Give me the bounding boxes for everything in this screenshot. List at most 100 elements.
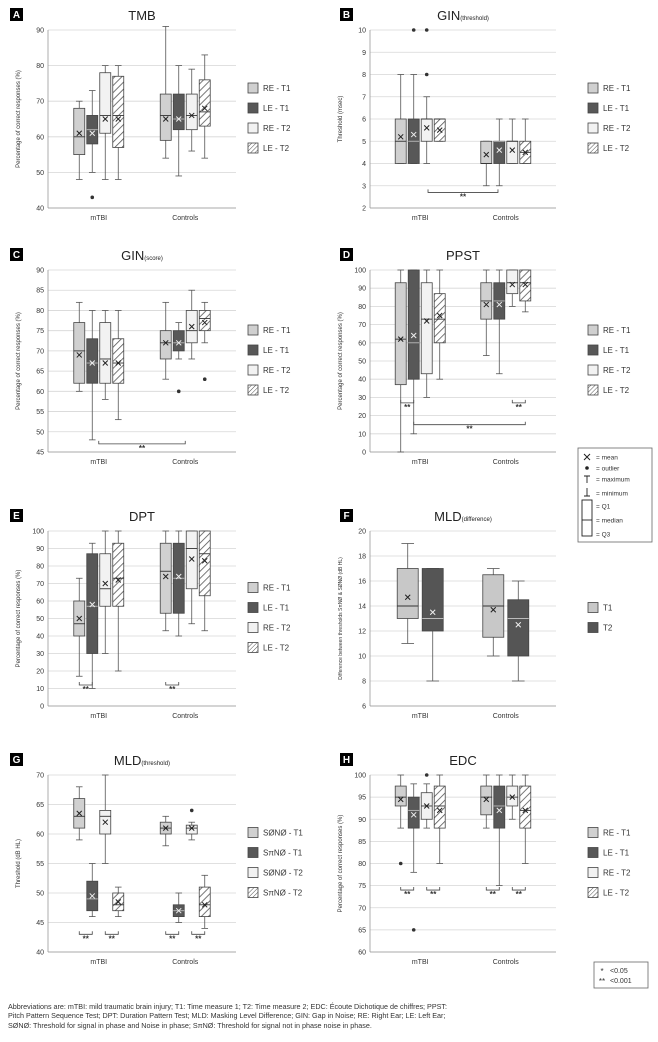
panel-d: D PPST 0 10 20 30 40 50 60 70 80 90 100 Percentage of… [338, 248, 631, 466]
legend-label: RE - T2 [603, 366, 631, 375]
y-axis-label: Threshold (dB HL) [16, 839, 22, 888]
panel-e: E DPT 0 10 20 30 40 50 60 70 80 90 100 Percentage of … [10, 509, 291, 720]
significance-label: ** [404, 890, 411, 899]
mean-marker [397, 133, 404, 140]
legend-label: RE - T2 [263, 624, 291, 633]
footnote-line: Pitch Pattern Sequence Test; DPT: Durati… [8, 1011, 446, 1021]
legend-swatch [247, 827, 259, 838]
mean-marker [76, 615, 83, 622]
legend-swatch [247, 887, 259, 898]
outlier-point [411, 928, 416, 932]
sig-marker-single: * [600, 967, 603, 976]
y-tick-label: 60 [36, 599, 44, 606]
box-iqr [159, 93, 172, 141]
box-1 [172, 322, 185, 394]
panel-letter: F [343, 511, 349, 522]
box-0 [73, 786, 86, 841]
significance-bracket [78, 931, 93, 935]
box-2 [420, 773, 433, 829]
box-1 [421, 568, 444, 682]
y-tick-label: 100 [354, 773, 366, 780]
box-1 [493, 269, 506, 375]
box-iqr [198, 79, 211, 127]
box-iqr [433, 293, 446, 344]
box-2 [420, 269, 433, 398]
box-2 [420, 28, 433, 164]
sig-marker-double: ** [599, 977, 605, 986]
box-1 [172, 892, 185, 923]
mean-marker [436, 127, 443, 133]
mean-marker [423, 318, 430, 324]
x-group-label: Controls [493, 215, 520, 222]
y-tick-label: 7 [362, 94, 366, 101]
legend-swatch [247, 122, 259, 134]
key-label: = maximum [596, 477, 630, 484]
y-tick-label: 18 [358, 554, 366, 561]
y-tick-label: 80 [36, 564, 44, 571]
significance-bracket [104, 931, 119, 935]
legend-label: RE - T1 [603, 84, 631, 93]
legend-label: LE - T1 [603, 849, 630, 858]
y-tick-label: 100 [354, 268, 366, 275]
legend-label: RE - T1 [263, 584, 291, 593]
legend-swatch [587, 887, 599, 898]
significance-bracket [511, 399, 526, 404]
box-1 [493, 774, 506, 887]
y-tick-label: 55 [36, 409, 44, 416]
panel-letter: E [13, 511, 20, 522]
panel-a: A TMB 40 50 60 70 80 90 Percentage of correct re… [10, 8, 291, 222]
mean-marker [509, 281, 516, 288]
mean-marker [436, 312, 443, 319]
box-1 [407, 28, 420, 164]
y-axis-label: Percentage of correct responses (%) [338, 312, 344, 410]
mean-marker [410, 811, 417, 818]
y-tick-label: 20 [36, 669, 44, 676]
key-label: = median [596, 518, 623, 525]
chart-title: MLD(difference) [434, 509, 492, 524]
significance-label: ** [460, 192, 467, 201]
legend-label: T1 [603, 604, 613, 613]
mean-marker [115, 116, 122, 122]
box-iqr [172, 330, 185, 352]
box-iqr [421, 568, 444, 632]
legend-label: RE - T2 [263, 366, 291, 375]
x-group-label: mTBI [90, 959, 107, 966]
y-axis-label: Percentage of correct responses (%) [16, 570, 22, 668]
legend-swatch [587, 384, 599, 396]
y-tick-label: 10 [358, 28, 366, 35]
outlier-point [90, 195, 95, 200]
y-tick-label: 85 [358, 839, 366, 846]
significance-bracket [485, 887, 500, 891]
y-tick-label: 65 [36, 802, 44, 809]
mean-marker [89, 601, 96, 608]
panel-g: G MLD(threshold) 40 45 50 55 60 65 70 Threshold (… [10, 753, 303, 966]
mean-marker [188, 825, 195, 831]
legend-label: SØNØ - T2 [263, 869, 303, 878]
legend-swatch [587, 82, 599, 94]
panel-letter-badge [10, 8, 23, 21]
box-0 [480, 140, 493, 187]
y-tick-label: 80 [358, 861, 366, 868]
box-iqr [99, 72, 112, 134]
significance-label: ** [404, 403, 411, 412]
y-tick-label: 6 [362, 117, 366, 124]
box-3 [198, 530, 211, 632]
box-1 [86, 542, 99, 689]
mean-marker [496, 301, 503, 308]
sig-label: <0.001 [610, 978, 632, 985]
chart-title: EDC [449, 753, 476, 768]
mean-marker [76, 810, 83, 817]
box-iqr [506, 140, 519, 164]
y-tick-label: 2 [362, 206, 366, 213]
box-3 [112, 530, 125, 672]
mean-marker [201, 319, 208, 326]
box-0 [396, 543, 419, 644]
legend-swatch [247, 582, 259, 593]
legend-label: LE - T2 [263, 644, 290, 653]
box-iqr [394, 785, 407, 807]
y-tick-label: 60 [358, 950, 366, 957]
y-tick-label: 20 [358, 413, 366, 420]
box-1 [86, 863, 99, 917]
y-tick-label: 60 [36, 389, 44, 396]
